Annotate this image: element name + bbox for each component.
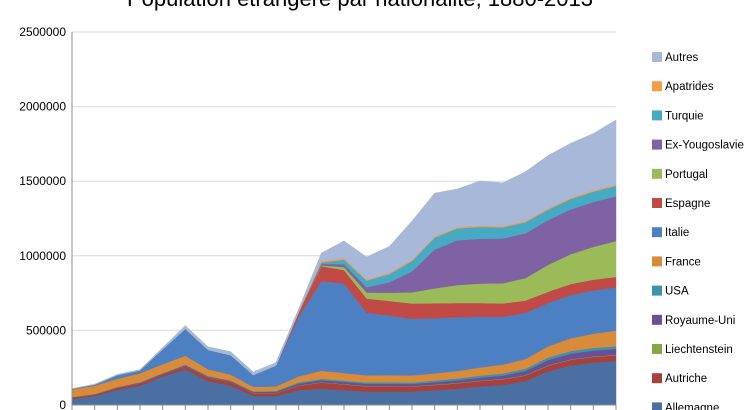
y-tick-label: 1000000 — [19, 249, 66, 263]
chart-title: Population étrangère par nationalité, 18… — [127, 0, 593, 11]
legend-label: Autriche — [665, 373, 707, 385]
legend-swatch — [652, 344, 662, 354]
legend-label: Turquie — [665, 110, 704, 122]
legend-label: France — [665, 256, 701, 268]
legend: Autres Apatrides Turquie Ex-Yougoslavie Port… — [652, 52, 744, 410]
legend-swatch — [652, 402, 662, 410]
y-tick-label: 0 — [59, 398, 66, 410]
legend-label: Allemagne — [665, 402, 719, 410]
legend-swatch — [652, 110, 662, 121]
legend-label: Ex-Yougoslavie — [665, 140, 744, 152]
legend-swatch — [652, 285, 662, 296]
legend-swatch — [652, 227, 662, 238]
legend-label: Italie — [665, 227, 689, 239]
area-series-autres — [71, 119, 617, 390]
y-tick-label: 2500000 — [19, 25, 66, 39]
legend-label: Liechtenstein — [665, 344, 733, 356]
legend-label: Portugal — [665, 169, 708, 181]
legend-swatch — [652, 139, 662, 150]
legend-swatch — [652, 168, 662, 179]
legend-label: Espagne — [665, 198, 710, 210]
y-tick-label: 2000000 — [19, 100, 66, 114]
legend-label: Royaume-Uni — [665, 315, 735, 327]
axes: 0 500000 1000000 1500000 2000000 2500000 — [19, 25, 617, 410]
legend-swatch — [652, 198, 662, 208]
y-tick-label: 1500000 — [19, 174, 66, 188]
legend-swatch — [652, 81, 662, 92]
legend-label: Autres — [665, 52, 698, 64]
legend-label: USA — [665, 286, 689, 298]
legend-swatch — [652, 256, 662, 267]
plot-area — [71, 119, 617, 406]
legend-label: Apatrides — [665, 81, 714, 93]
y-tick-label: 500000 — [26, 323, 66, 337]
legend-swatch — [652, 52, 662, 62]
legend-swatch — [652, 373, 662, 384]
legend-swatch — [652, 314, 662, 325]
